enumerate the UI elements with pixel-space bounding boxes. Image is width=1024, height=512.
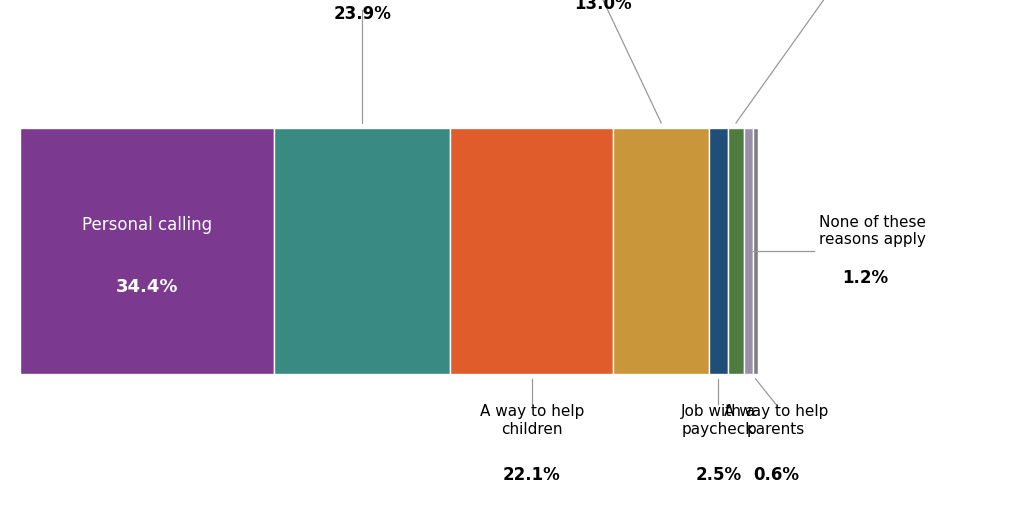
Text: 0.6%: 0.6%: [753, 466, 799, 484]
Bar: [727, 128, 744, 374]
Bar: [709, 128, 727, 374]
Text: 23.9%: 23.9%: [333, 5, 391, 23]
Bar: [451, 128, 613, 374]
Text: 22.1%: 22.1%: [503, 466, 561, 484]
Text: Personal calling: Personal calling: [82, 216, 212, 234]
Bar: [754, 128, 758, 374]
Text: None of these
reasons apply: None of these reasons apply: [819, 215, 926, 247]
Text: 1.2%: 1.2%: [842, 269, 889, 287]
Text: 13.0%: 13.0%: [574, 0, 632, 13]
Text: 34.4%: 34.4%: [116, 278, 178, 296]
Text: 2.5%: 2.5%: [695, 466, 741, 484]
Text: Job with a
paycheck: Job with a paycheck: [681, 404, 756, 437]
Text: A way to help
parents: A way to help parents: [724, 404, 828, 437]
Bar: [20, 128, 274, 374]
Bar: [274, 128, 451, 374]
Bar: [613, 128, 709, 374]
Text: A way to help
children: A way to help children: [479, 404, 584, 437]
Bar: [744, 128, 754, 374]
